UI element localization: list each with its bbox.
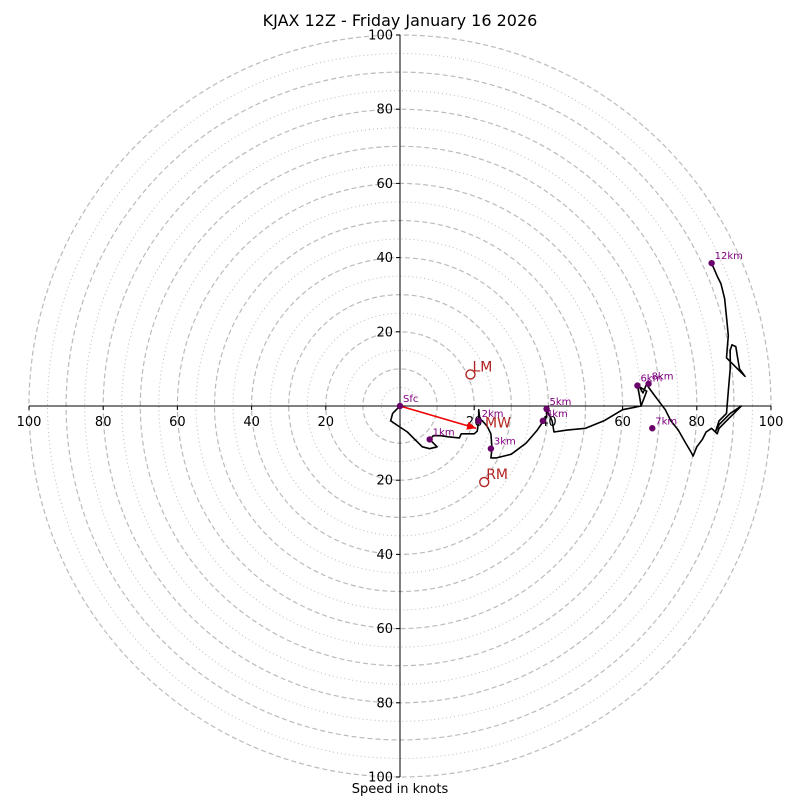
x-tick-label: 60	[169, 415, 186, 430]
height-marker	[396, 402, 404, 410]
x-tick-label: 60	[614, 415, 631, 430]
y-tick-label: 80	[376, 696, 393, 711]
height-marker	[649, 425, 656, 432]
y-tick-label: 60	[376, 622, 393, 637]
mean-wind-arrow	[399, 405, 477, 430]
height-marker	[634, 382, 641, 389]
storm-motion-marker	[465, 369, 476, 380]
x-tick-label: 40	[243, 415, 260, 430]
storm-motion-label: RM	[486, 467, 508, 483]
height-marker	[543, 405, 550, 413]
height-marker-label: 8km	[652, 372, 674, 383]
height-marker-label: 3km	[494, 437, 516, 448]
height-marker	[426, 436, 433, 443]
height-marker	[645, 380, 652, 387]
storm-motion-marker	[479, 476, 490, 488]
height-marker	[487, 445, 495, 452]
height-marker	[708, 259, 715, 267]
mean-wind-label: MW	[485, 415, 511, 431]
height-marker-label: 12km	[715, 251, 743, 262]
height-marker	[475, 417, 482, 425]
x-tick-label: 80	[689, 415, 706, 430]
x-tick-label: 80	[95, 415, 112, 430]
storm-motion-label: LM	[472, 359, 492, 375]
height-marker-label: 2km	[482, 409, 504, 420]
chart-title: KJAX 12Z - Friday January 16 2026	[262, 11, 538, 30]
x-tick-label: 20	[318, 415, 335, 430]
y-tick-label: 80	[376, 103, 393, 118]
height-marker-label: 7km	[655, 416, 677, 427]
x-tick-label: 100	[759, 415, 784, 430]
x-tick-label: 100	[17, 415, 42, 430]
height-marker-label: 6km	[640, 374, 662, 385]
y-tick-label: 100	[368, 771, 393, 786]
hodograph-trace	[389, 262, 746, 459]
y-tick-label: 20	[376, 325, 393, 340]
height-marker-label: Sfc	[403, 394, 418, 405]
y-tick-label: 20	[376, 474, 393, 489]
mean-wind-arrowhead	[466, 421, 477, 430]
height-marker	[539, 417, 547, 425]
x-axis-label: Speed in knots	[351, 782, 449, 797]
height-marker-label: 5km	[550, 397, 572, 408]
y-tick-label: 40	[376, 251, 393, 266]
y-tick-label: 60	[376, 177, 393, 192]
height-marker-label: 4km	[546, 409, 568, 420]
y-tick-label: 40	[376, 548, 393, 563]
height-marker-label: 1km	[433, 427, 455, 438]
y-tick-label: 100	[368, 29, 393, 44]
